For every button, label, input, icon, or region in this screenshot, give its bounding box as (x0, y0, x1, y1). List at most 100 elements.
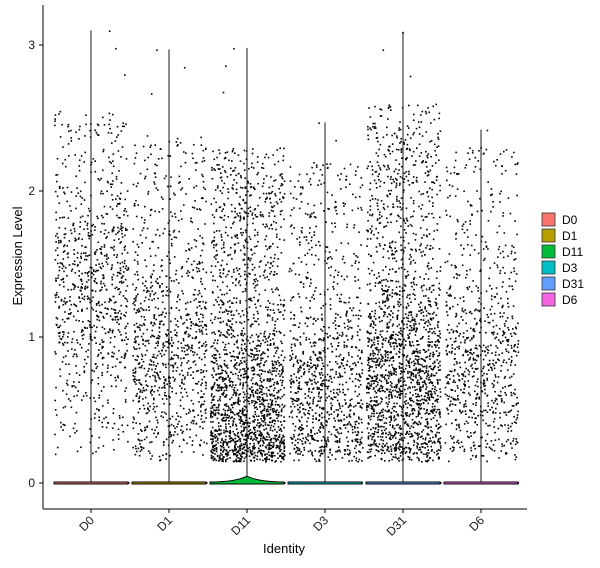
data-point (143, 429, 146, 432)
data-point (177, 296, 179, 298)
data-point (54, 294, 57, 296)
data-point (251, 400, 253, 402)
data-point (118, 293, 121, 296)
data-point (142, 339, 144, 342)
data-point (277, 258, 280, 260)
data-point (299, 241, 301, 244)
data-point (118, 230, 120, 233)
data-point (234, 207, 236, 210)
data-point (85, 123, 87, 126)
data-point (239, 416, 242, 418)
data-point (228, 334, 230, 336)
data-point (215, 230, 218, 232)
data-point (347, 328, 350, 330)
data-point (78, 381, 80, 383)
data-point (94, 400, 97, 403)
data-point (263, 416, 266, 418)
data-point (153, 317, 155, 319)
data-point (65, 267, 67, 269)
data-point (205, 408, 207, 411)
data-point (241, 456, 244, 458)
data-point (101, 426, 104, 428)
data-point (272, 260, 275, 263)
data-point (169, 433, 171, 435)
data-point (221, 393, 223, 395)
data-point (211, 415, 214, 418)
data-point (166, 290, 169, 292)
data-point (221, 438, 223, 440)
data-point (159, 276, 161, 278)
data-point (240, 232, 242, 234)
data-point (262, 370, 264, 372)
data-point (256, 310, 259, 313)
data-point (135, 297, 137, 299)
data-point (233, 403, 235, 405)
data-point (218, 275, 221, 277)
data-point (269, 377, 271, 380)
data-point (67, 256, 69, 259)
points-D0 (54, 30, 130, 484)
data-point (81, 197, 84, 199)
data-point (330, 369, 332, 371)
data-point (221, 239, 223, 241)
data-point (250, 437, 253, 440)
data-point (88, 324, 91, 326)
data-point (212, 396, 214, 399)
data-point (279, 311, 282, 313)
data-point (150, 364, 153, 366)
data-point (172, 434, 175, 436)
data-point (244, 443, 246, 446)
data-point (144, 296, 147, 299)
data-point (132, 378, 135, 381)
data-point (321, 317, 323, 320)
data-point (178, 175, 181, 178)
data-point (80, 331, 83, 333)
data-point (212, 421, 214, 423)
data-point (142, 398, 144, 400)
data-point (213, 216, 216, 219)
data-point (276, 397, 279, 400)
data-point (220, 441, 222, 444)
data-point (256, 173, 258, 176)
data-point (220, 276, 222, 278)
data-point (276, 273, 278, 275)
data-point (195, 382, 197, 385)
data-point (245, 194, 247, 196)
data-point (235, 297, 238, 300)
data-point (137, 263, 139, 265)
data-point (223, 363, 226, 365)
data-point (254, 400, 257, 403)
data-point (90, 300, 93, 303)
data-point (62, 331, 64, 333)
data-point (247, 435, 250, 437)
data-point (104, 301, 106, 304)
data-point (274, 438, 277, 441)
data-point (151, 455, 153, 457)
data-point (251, 334, 253, 337)
data-point (68, 155, 70, 157)
data-point (229, 417, 232, 420)
data-point (84, 246, 86, 248)
data-point (98, 304, 101, 307)
data-point (267, 378, 270, 381)
data-point (273, 312, 276, 314)
data-point (201, 283, 203, 285)
data-point (54, 259, 57, 261)
data-point (280, 460, 282, 463)
data-point (186, 327, 189, 329)
data-point (229, 377, 231, 380)
data-point (268, 434, 270, 436)
data-point (156, 282, 158, 284)
data-point (235, 425, 238, 427)
data-point (74, 237, 76, 240)
data-point (232, 148, 235, 150)
data-point (55, 353, 57, 355)
data-point (66, 379, 69, 382)
data-point (107, 308, 109, 310)
data-point (84, 135, 86, 137)
data-point (274, 193, 276, 195)
data-point (212, 459, 215, 462)
data-point (210, 455, 213, 457)
data-point (245, 158, 248, 161)
data-point (272, 444, 275, 447)
